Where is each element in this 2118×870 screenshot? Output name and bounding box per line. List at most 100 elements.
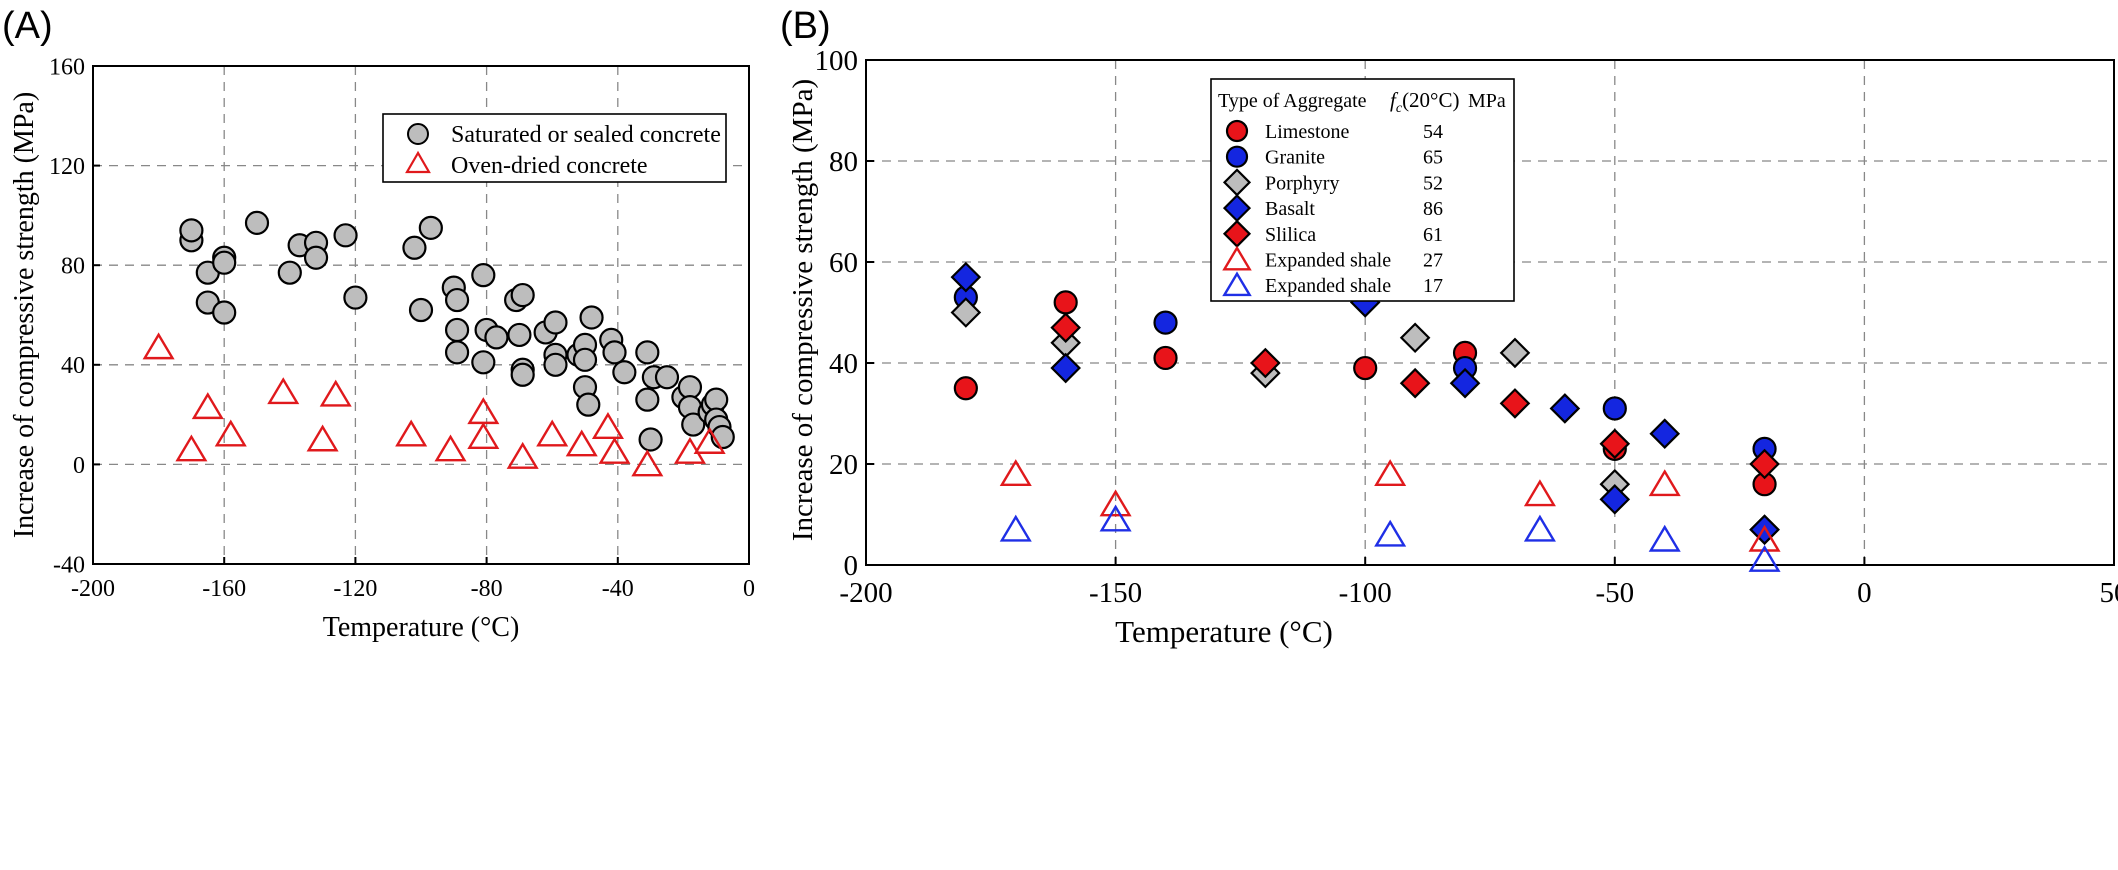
data-point-circle — [1353, 355, 1378, 381]
legend-header-fc-temp: (20°C) — [1402, 88, 1459, 112]
legend-fc-value: 17 — [1423, 275, 1443, 297]
panel-a-legend-label: Oven-dried concrete — [451, 153, 648, 179]
x-tick-label: -100 — [1339, 577, 1392, 609]
panel-b-x-axis-title: Temperature (°C) — [1115, 614, 1333, 649]
legend-aggregate-name: Slilica — [1265, 224, 1316, 246]
data-point-triangle — [395, 419, 428, 447]
y-tick-label: 60 — [829, 247, 858, 279]
panel-a-x-axis-title: Temperature (°C) — [323, 612, 520, 643]
x-tick-label: -120 — [333, 576, 377, 602]
data-point-diamond — [1050, 352, 1081, 384]
data-point-circle — [1153, 310, 1178, 335]
panel-b-legend-box — [1210, 78, 1515, 302]
data-point-circle — [444, 340, 470, 365]
panel-a-legend: Saturated or sealed concrete Oven-dried … — [382, 113, 727, 183]
data-point-circle — [333, 223, 358, 248]
legend-aggregate-name: Limestone — [1265, 121, 1350, 143]
panel-b-plot-frame — [865, 59, 2115, 566]
data-point-triangle — [267, 377, 300, 405]
y-tick-label: 0 — [844, 550, 859, 582]
data-point-circle — [579, 305, 604, 330]
data-point-circle — [612, 360, 637, 385]
data-point-diamond — [1449, 367, 1481, 399]
data-point-circle — [543, 310, 568, 335]
x-tick-label: -50 — [1595, 577, 1634, 609]
panel-a-ticks: -200 -160 -120 -80 -40 0 -40 0 40 80 120 160 — [49, 54, 755, 602]
legend-fc-value: 54 — [1423, 121, 1443, 143]
data-point-triangle — [693, 426, 726, 454]
x-tick-label: -200 — [839, 577, 892, 609]
data-point-circle — [212, 300, 237, 325]
panel-a-points — [142, 210, 735, 477]
data-point-circle — [635, 387, 660, 412]
legend-header-fc-symbol: f — [1390, 88, 1399, 112]
x-tick-label: 0 — [743, 576, 755, 602]
data-point-circle — [507, 322, 532, 348]
y-tick-label: -40 — [53, 552, 85, 578]
data-point-circle — [543, 352, 568, 377]
panel-b-label: (B) — [780, 5, 831, 47]
data-point-circle — [510, 282, 535, 308]
legend-aggregate-name: Granite — [1265, 147, 1325, 169]
panel-b: (B) -200 -150 -100 -50 0 50 0 20 40 60 80 100 Tempe… — [780, 5, 2118, 649]
data-point-triangle — [506, 441, 539, 469]
data-point-triangle — [191, 392, 224, 420]
y-tick-label: 40 — [829, 348, 858, 380]
legend-marker-triangle — [1222, 271, 1252, 297]
data-point-circle — [953, 376, 978, 401]
data-point-triangle — [1523, 514, 1556, 542]
x-tick-label: -150 — [1089, 577, 1142, 609]
data-point-circle — [638, 427, 663, 452]
panel-b-legend-rows: Limestone 54 Granite 65 Porphyry 52 Basalt 86 Sl… — [1222, 119, 1443, 297]
data-point-diamond — [1599, 428, 1631, 460]
data-point-diamond — [1499, 388, 1531, 419]
legend-marker-circle — [1225, 119, 1249, 143]
legend-header-fc-subscript: c — [1396, 101, 1403, 116]
data-point-triangle — [1748, 544, 1781, 572]
data-point-circle — [277, 260, 302, 285]
legend-fc-value: 61 — [1423, 224, 1443, 246]
data-point-triangle — [434, 434, 467, 462]
data-point-triangle — [591, 412, 624, 440]
data-point-circle — [510, 362, 535, 387]
panel-b-ticks: -200 -150 -100 -50 0 50 0 20 40 60 80 100 — [815, 45, 2118, 609]
y-tick-label: 120 — [49, 154, 85, 180]
data-point-circle — [572, 347, 598, 372]
y-tick-label: 160 — [49, 54, 85, 80]
panel-a-legend-label: Saturated or sealed concrete — [451, 122, 721, 148]
data-point-diamond — [950, 261, 982, 293]
data-point-circle — [444, 317, 470, 343]
data-point-circle — [677, 375, 703, 400]
data-point-diamond — [1649, 418, 1681, 450]
data-point-circle — [1153, 345, 1178, 371]
data-point-circle — [1602, 396, 1627, 421]
legend-fc-value: 86 — [1423, 198, 1443, 220]
y-tick-label: 100 — [815, 45, 859, 77]
data-point-circle — [602, 340, 627, 365]
data-point-circle — [484, 325, 509, 350]
data-point-triangle — [673, 436, 706, 464]
legend-header-type: Type of Aggregate — [1218, 90, 1367, 112]
data-point-triangle — [467, 422, 500, 449]
data-point-diamond — [1250, 347, 1281, 379]
data-point-triangle — [319, 379, 352, 407]
data-point-diamond — [1549, 393, 1581, 424]
data-point-circle — [635, 340, 660, 365]
data-point-triangle — [1099, 504, 1132, 532]
panel-b-legend: Type of Aggregate fc(20°C) MPa Limestone… — [1210, 78, 1515, 302]
data-point-circle — [212, 250, 237, 275]
data-point-circle — [303, 245, 329, 270]
y-tick-label: 0 — [73, 453, 85, 479]
legend-aggregate-name: Expanded shale — [1265, 275, 1391, 297]
data-point-circle — [408, 297, 434, 323]
data-point-triangle — [1748, 524, 1781, 552]
data-point-triangle — [1374, 459, 1407, 487]
x-tick-label: -40 — [602, 576, 634, 602]
data-point-triangle — [1523, 479, 1556, 507]
panel-a-legend-box — [382, 113, 727, 183]
data-point-triangle — [536, 419, 569, 447]
x-tick-label: 50 — [2100, 577, 2118, 609]
y-tick-label: 80 — [829, 146, 858, 178]
x-tick-label: -160 — [202, 576, 246, 602]
